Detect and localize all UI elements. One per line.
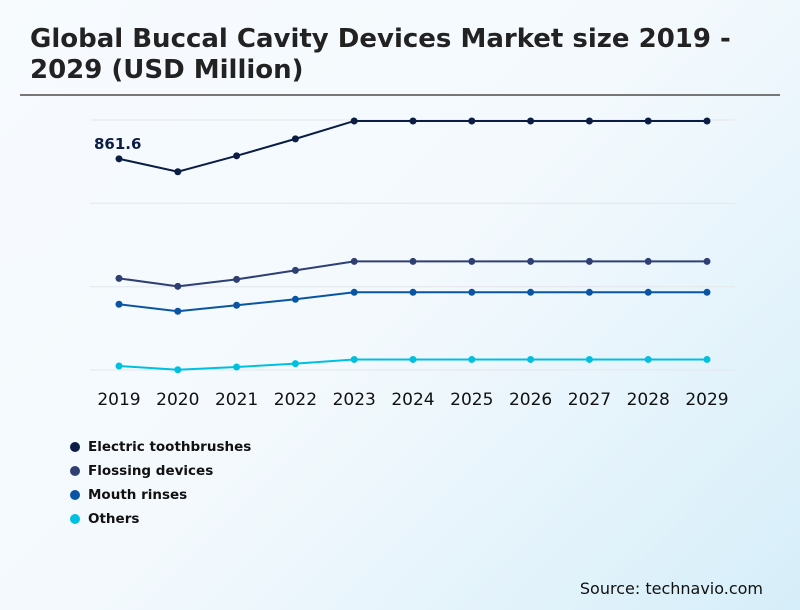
data-point (174, 168, 182, 176)
data-point (174, 307, 182, 315)
x-tick-label: 2020 (156, 390, 199, 410)
legend-marker (70, 466, 80, 476)
legend-label: Electric toothbrushes (88, 439, 252, 455)
legend-item: Electric toothbrushes (70, 435, 251, 459)
data-point (115, 300, 123, 308)
data-point (409, 257, 417, 265)
x-tick-label: 2021 (215, 390, 258, 410)
x-tick-label: 2026 (509, 390, 552, 410)
data-point (350, 288, 358, 296)
data-point (409, 117, 417, 125)
data-point (291, 295, 299, 303)
data-point (174, 282, 182, 290)
data-point (291, 135, 299, 143)
legend-item: Others (70, 507, 251, 531)
data-point (233, 152, 241, 160)
legend-label: Flossing devices (88, 463, 214, 479)
x-tick-label: 2024 (391, 390, 434, 410)
data-point (703, 257, 711, 265)
data-point (703, 117, 711, 125)
data-point (350, 355, 358, 363)
chart-title: Global Buccal Cavity Devices Market size… (30, 24, 731, 85)
x-tick-label: 2028 (627, 390, 670, 410)
data-point (291, 266, 299, 274)
legend-marker (70, 514, 80, 524)
data-point (350, 257, 358, 265)
data-point (350, 117, 358, 125)
source-credit: Source: technavio.com (579, 579, 763, 598)
x-tick-label: 2025 (450, 390, 493, 410)
line-chart: 2019 2020 2021 2022 2023 2024 2025 2026 2027 2028… (90, 117, 735, 410)
legend-item: Mouth rinses (70, 483, 251, 507)
data-point (644, 355, 652, 363)
data-point (233, 363, 241, 371)
data-point (174, 366, 182, 374)
data-point (527, 355, 535, 363)
data-point (468, 355, 476, 363)
series-line (118, 260, 707, 288)
data-point (644, 117, 652, 125)
x-tick-label: 2022 (274, 390, 317, 410)
data-point (703, 355, 711, 363)
data-point (585, 355, 593, 363)
data-point (115, 155, 123, 163)
data-point (291, 360, 299, 368)
data-point (409, 355, 417, 363)
data-point (233, 275, 241, 283)
legend-marker (70, 442, 80, 452)
data-point (233, 301, 241, 309)
legend-label: Mouth rinses (88, 487, 188, 503)
data-point (585, 288, 593, 296)
legend: Electric toothbrushes Flossing devices M… (70, 435, 251, 531)
data-point (703, 288, 711, 296)
data-point (527, 288, 535, 296)
title-divider (20, 94, 780, 96)
data-point (468, 257, 476, 265)
data-point (527, 257, 535, 265)
x-tick-label: 2019 (97, 390, 140, 410)
data-point (527, 117, 535, 125)
x-tick-label: 2027 (568, 390, 611, 410)
data-point (644, 288, 652, 296)
data-point (115, 362, 123, 370)
data-point (644, 257, 652, 265)
legend-label: Others (88, 511, 140, 527)
data-point (409, 288, 417, 296)
data-point (115, 274, 123, 282)
x-tick-label: 2023 (333, 390, 376, 410)
series-line (118, 119, 707, 173)
legend-marker (70, 490, 80, 500)
legend-item: Flossing devices (70, 459, 251, 483)
data-point (585, 257, 593, 265)
data-point (468, 117, 476, 125)
data-point (585, 117, 593, 125)
data-label: 861.6 (94, 135, 141, 153)
x-tick-label: 2029 (685, 390, 728, 410)
data-point (468, 288, 476, 296)
